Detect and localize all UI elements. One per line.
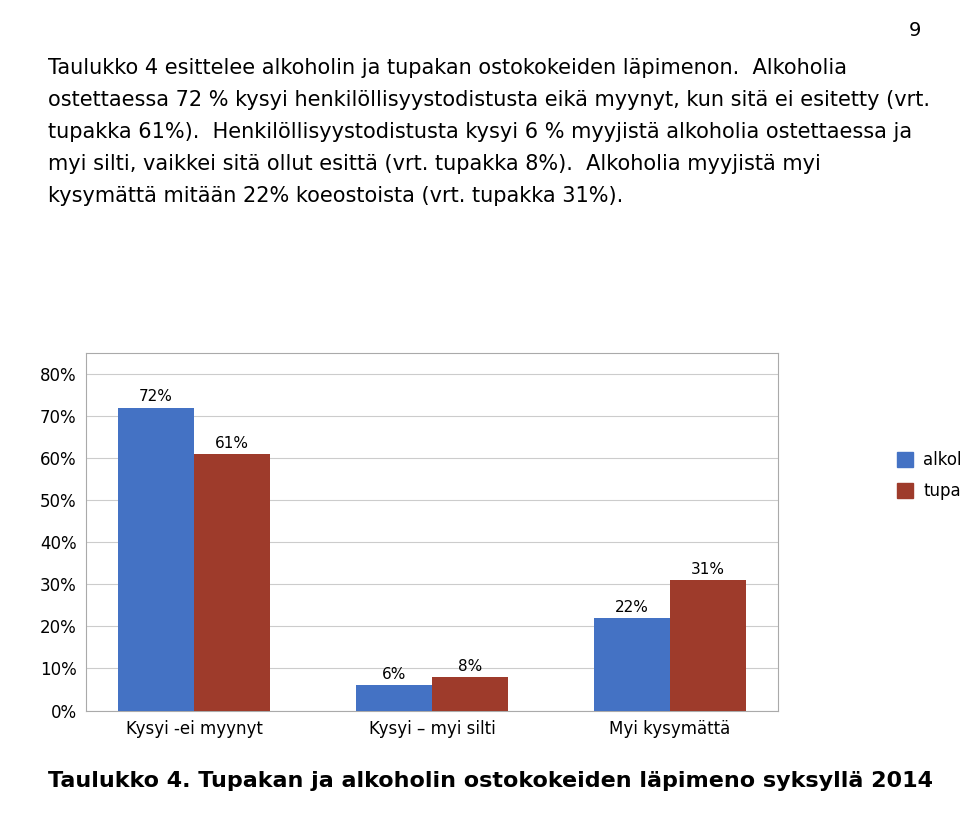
Bar [432, 677, 508, 711]
Text: 31%: 31% [691, 562, 725, 577]
Text: Taulukko 4 esittelee alkoholin ja tupakan ostokokeiden läpimenon.  Alkoholia
ost: Taulukko 4 esittelee alkoholin ja tupaka… [48, 58, 930, 206]
Text: Taulukko 4. Tupakan ja alkoholin ostokokeiden läpimeno syksyllä 2014: Taulukko 4. Tupakan ja alkoholin ostokok… [48, 771, 933, 791]
Text: 61%: 61% [215, 435, 249, 450]
Legend: alkoholi, tupakka: alkoholi, tupakka [897, 451, 960, 500]
Bar [670, 580, 746, 711]
Bar [594, 618, 670, 711]
Text: 72%: 72% [139, 390, 173, 405]
Bar [194, 454, 270, 711]
Text: 22%: 22% [615, 600, 649, 615]
Text: 8%: 8% [458, 658, 482, 673]
Bar [118, 408, 194, 711]
Text: 9: 9 [909, 21, 922, 40]
Text: 6%: 6% [382, 667, 406, 682]
Bar [356, 686, 432, 711]
